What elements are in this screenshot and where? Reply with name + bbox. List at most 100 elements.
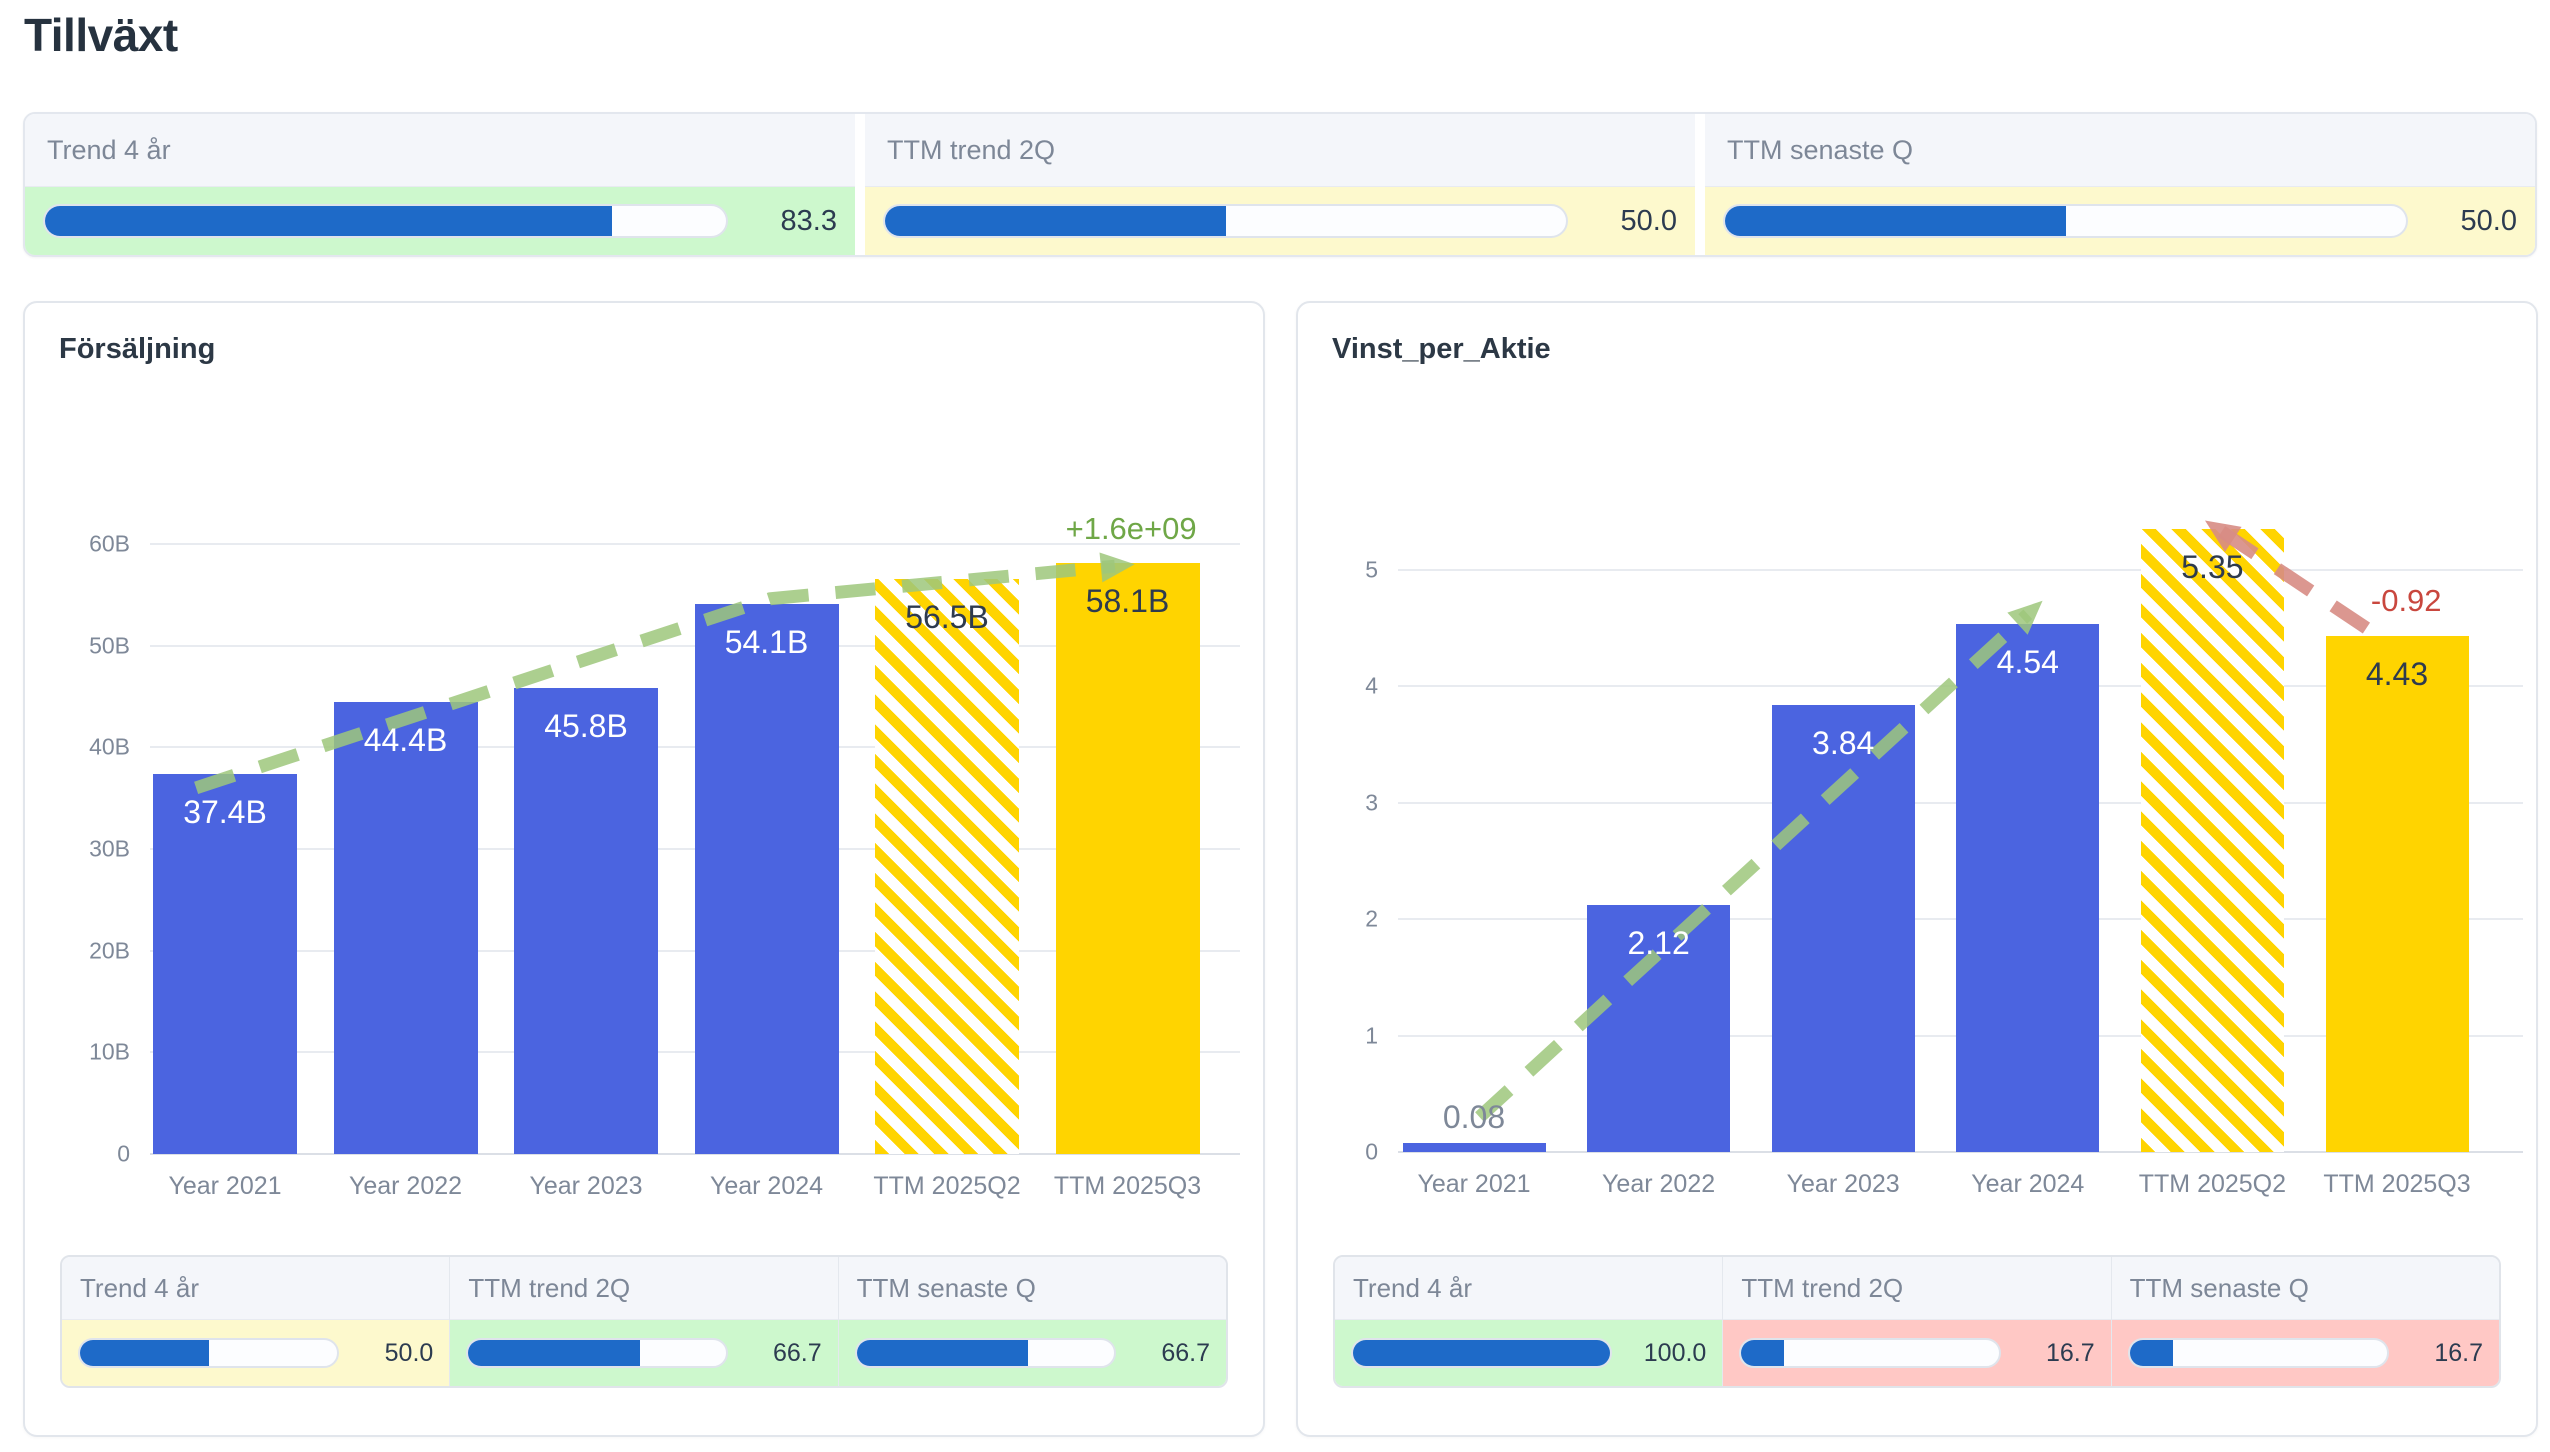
chart-cards-row: Försäljning 0 10B 20B 30B 40B 50B 60B 37.4B 44.4… [23,301,2538,1437]
bar-year-2024[interactable] [1956,623,2100,1152]
y-tick-label: 2 [1365,905,1378,932]
bar-value-label: 56.5B [905,599,989,636]
progress-track [43,204,728,238]
progress-fill [1741,1340,1785,1366]
kpi-cell-ttm-trend-2q: TTM trend 2Q 50.0 [865,114,1695,255]
bar-year-2022[interactable] [333,702,478,1154]
mini-kpi-ttm-trend-2q: TTM trend 2Q 66.7 [449,1257,838,1386]
y-tick-label: 10B [89,1038,130,1065]
y-tick-label: 1 [1365,1022,1378,1049]
bar-value-label: 44.4B [363,722,448,759]
x-tick-label: Year 2021 [168,1172,282,1200]
kpi-value: 66.7 [1161,1338,1210,1367]
x-tick-label: Year 2022 [1602,1170,1716,1198]
progress-fill [45,206,613,236]
progress-fill [1353,1340,1611,1366]
kpi-label: TTM senaste Q [856,1272,1036,1303]
bar-ttm-2025q2[interactable] [2140,529,2284,1152]
kpi-header: TTM trend 2Q [450,1257,838,1320]
kpi-label: Trend 4 år [47,134,171,165]
kpi-value: 66.7 [772,1338,822,1367]
kpi-header: TTM senaste Q [1705,114,2535,187]
y-tick-label: 0 [1365,1138,1378,1165]
progress-fill [856,1340,1029,1366]
kpi-value: 16.7 [2045,1338,2095,1367]
kpi-value: 83.3 [780,204,837,237]
x-axis-line [1398,1151,2523,1153]
kpi-value-row: 50.0 [62,1320,450,1386]
y-tick-label: 50B [89,632,130,658]
kpi-label: TTM trend 2Q [1741,1272,1904,1303]
x-tick-label: TTM 2025Q3 [2323,1170,2471,1198]
x-tick-label: Year 2024 [709,1172,824,1200]
kpi-value: 100.0 [1643,1338,1707,1367]
kpi-value-row: 50.0 [865,187,1695,255]
kpi-value-row: 50.0 [1705,187,2535,255]
bar-year-2021[interactable] [153,773,297,1154]
chart-plot-forsaljning: 0 10B 20B 30B 40B 50B 60B 37.4B 44.4B 45.8B 54.1B 5… [89,472,1240,1200]
kpi-label: Trend 4 år [1353,1272,1472,1303]
bar-value-label: 4.43 [2365,656,2429,693]
kpi-label: TTM trend 2Q [468,1272,631,1303]
kpi-header: TTM senaste Q [2111,1257,2499,1320]
x-tick-label: Year 2024 [1971,1170,2085,1198]
bar-year-2023[interactable] [514,688,658,1154]
progress-fill [1725,206,2066,236]
mini-kpi-trend-4ar: Trend 4 år 50.0 [62,1257,450,1386]
kpi-value-row: 100.0 [1335,1320,1723,1386]
card-forsaljning: Försäljning 0 10B 20B 30B 40B 50B 60B 37.4B 44.4… [23,301,1265,1437]
kpi-header: Trend 4 år [62,1257,450,1320]
page-title: Tillväxt [24,9,178,61]
y-tick-label: 5 [1365,556,1378,583]
kpi-header: Trend 4 år [25,114,855,187]
progress-track [1351,1338,1613,1368]
card-vinst-per-aktie: Vinst_per_Aktie 0 1 2 3 4 5 0.08 2.12 3.84 4.54 5.… [1296,301,2538,1437]
mini-kpi-ttm-senaste-q: TTM senaste Q 66.7 [837,1257,1226,1386]
kpi-value: 50.0 [384,1338,434,1367]
bar-value-label: 4.54 [1996,643,2059,680]
progress-track [466,1338,728,1368]
progress-track [1723,204,2408,238]
bar-ttm-2025q3[interactable] [1055,563,1200,1154]
bar-value-label: 45.8B [544,708,628,745]
progress-track [78,1338,340,1368]
kpi-value-row: 66.7 [450,1320,838,1386]
x-tick-label: TTM 2025Q2 [2138,1170,2287,1198]
kpi-label: TTM trend 2Q [887,134,1056,165]
chart-title: Försäljning [59,333,216,365]
x-tick-label: Year 2021 [1417,1170,1531,1198]
trend-annotation: +1.6e+09 [1065,510,1197,546]
y-tick-label: 3 [1365,789,1378,816]
bar-year-2023[interactable] [1771,705,1915,1152]
progress-fill [885,206,1226,236]
kpi-value-row: 16.7 [1723,1320,2111,1386]
y-tick-label: 60B [89,530,130,557]
bar-value-label: 58.1B [1085,583,1170,620]
kpi-value: 50.0 [1620,204,1677,237]
progress-track [2127,1338,2389,1368]
y-tick-label: 0 [117,1140,130,1167]
mini-kpi-table: Trend 4 år 50.0 TTM trend 2Q [60,1255,1228,1388]
kpi-header: Trend 4 år [1335,1257,1723,1320]
bar-ttm-2025q2[interactable] [875,579,1019,1154]
kpi-header: TTM trend 2Q [1723,1257,2111,1320]
bar-ttm-2025q3[interactable] [2325,636,2469,1152]
progress-track [883,204,1568,238]
bar-year-2024[interactable] [694,603,839,1154]
mini-kpi-trend-4ar: Trend 4 år 100.0 [1335,1257,1723,1386]
y-tick-label: 4 [1365,672,1378,699]
kpi-value: 50.0 [2460,204,2517,237]
bar-year-2021[interactable] [1402,1142,1546,1152]
x-tick-label: TTM 2025Q3 [1053,1172,1202,1200]
kpi-label: TTM senaste Q [1727,134,1914,165]
progress-fill [80,1340,209,1366]
x-tick-label: Year 2022 [348,1172,463,1200]
kpi-value-row: 66.7 [838,1320,1226,1386]
kpi-value-row: 16.7 [2111,1320,2499,1386]
x-tick-label: Year 2023 [1786,1170,1900,1198]
kpi-cell-trend-4ar: Trend 4 år 83.3 [25,114,855,255]
bar-value-label: 2.12 [1627,925,1690,962]
chart-title: Vinst_per_Aktie [1332,333,1551,365]
kpi-header: TTM trend 2Q [865,114,1695,187]
